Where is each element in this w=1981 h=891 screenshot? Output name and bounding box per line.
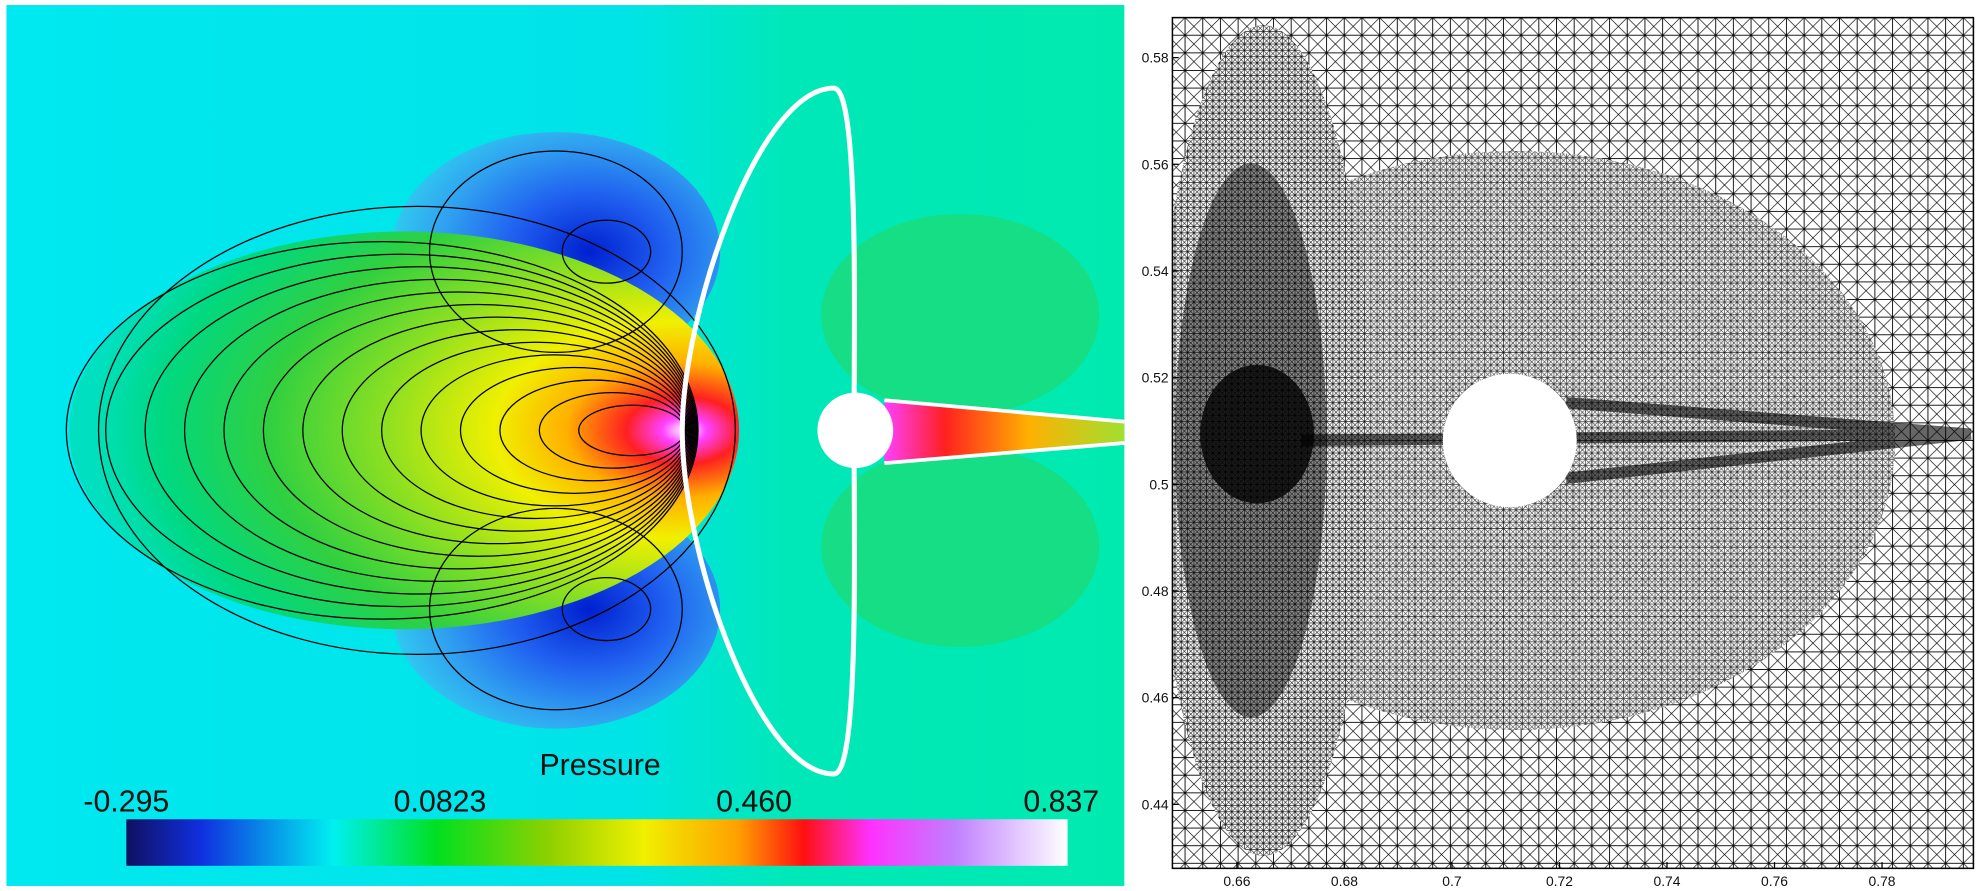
pressure-field: Pressure bbox=[6, 5, 1124, 886]
y-tick-label: 0.46 bbox=[1142, 690, 1169, 706]
y-tick-label: 0.58 bbox=[1142, 50, 1169, 66]
y-tick-label: 0.52 bbox=[1142, 370, 1169, 386]
x-tick-label: 0.68 bbox=[1331, 873, 1358, 889]
cylinder bbox=[1443, 374, 1577, 507]
colorbar bbox=[126, 819, 1067, 866]
figure: Pressure 0.66 0.68 0.7 0.72 0.74 0.76 0.78 0.44… bbox=[0, 0, 1981, 891]
y-tick-label: 0.5 bbox=[1149, 476, 1169, 492]
y-tick-label: 0.56 bbox=[1142, 156, 1169, 172]
x-tick-label: 0.66 bbox=[1223, 873, 1250, 889]
colorbar-tick-label: 0.0823 bbox=[394, 786, 487, 819]
mesh-plot: 0.66 0.68 0.7 0.72 0.74 0.76 0.78 0.44 0.46 0.48 0… bbox=[1137, 18, 1973, 889]
page: {"chart_data": [ {"type": "contour", "co… bbox=[0, 0, 1981, 891]
colorbar-tick-label: -0.295 bbox=[83, 786, 169, 819]
cylinder bbox=[817, 393, 893, 469]
colorbar-title: Pressure bbox=[539, 749, 660, 782]
x-tick-label: 0.74 bbox=[1653, 873, 1680, 889]
y-tick-label: 0.54 bbox=[1142, 263, 1169, 279]
y-tick-label: 0.48 bbox=[1142, 583, 1169, 599]
x-tick-label: 0.7 bbox=[1442, 873, 1462, 889]
x-tick-label: 0.72 bbox=[1546, 873, 1573, 889]
y-tick-label: 0.44 bbox=[1142, 796, 1169, 812]
colorbar-tick-label: 0.837 bbox=[1023, 786, 1099, 819]
mesh-dense bbox=[1200, 365, 1314, 503]
x-tick-label: 0.76 bbox=[1761, 873, 1788, 889]
x-tick-label: 0.78 bbox=[1869, 873, 1896, 889]
colorbar-tick-label: 0.460 bbox=[716, 786, 792, 819]
high-pressure-lobe bbox=[821, 214, 1099, 415]
high-pressure-lobe bbox=[821, 446, 1099, 647]
